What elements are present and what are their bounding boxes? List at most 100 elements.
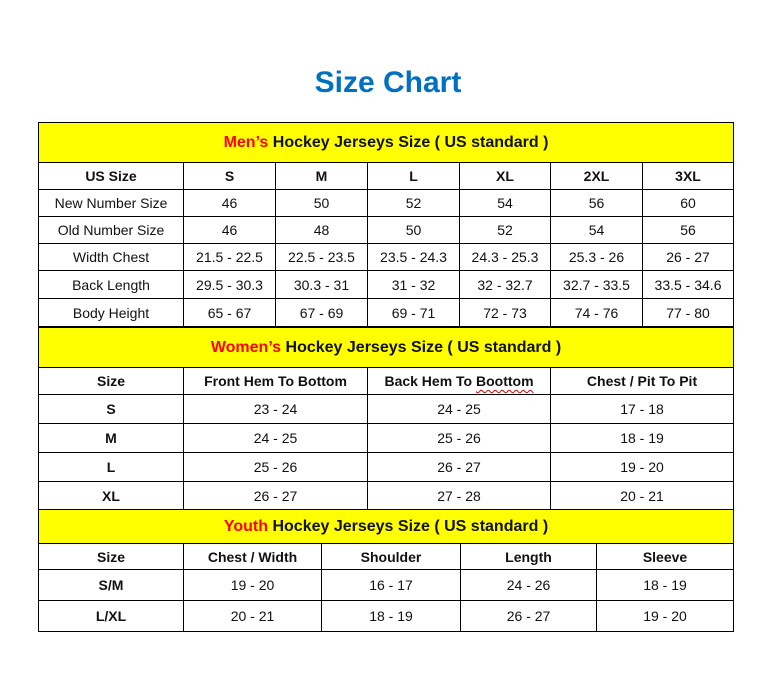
row-label: XL bbox=[38, 481, 184, 510]
women-header-row: Size Front Hem To Bottom Back Hem To Boott… bbox=[38, 367, 735, 395]
table-cell: 65 - 67 bbox=[183, 298, 276, 327]
table-cell: 56 bbox=[641, 216, 735, 244]
table-cell: 27 - 28 bbox=[367, 481, 551, 510]
table-cell: 52 bbox=[367, 189, 460, 217]
column-header: Shoulder bbox=[321, 543, 461, 570]
table-cell: 54 bbox=[550, 216, 643, 244]
table-cell: 18 - 19 bbox=[321, 600, 461, 632]
column-header: 3XL bbox=[641, 162, 735, 190]
table-cell: 69 - 71 bbox=[367, 298, 460, 327]
row-label: Body Height bbox=[38, 298, 184, 327]
table-cell: 50 bbox=[367, 216, 460, 244]
table-cell: 20 - 21 bbox=[183, 600, 322, 632]
table-row: Body Height 65 - 67 67 - 69 69 - 71 72 - 73 7… bbox=[38, 298, 735, 327]
table-cell: 24 - 25 bbox=[367, 394, 551, 424]
banner-text: Hockey Jerseys Size ( US standard ) bbox=[281, 338, 562, 356]
table-cell: 25 - 26 bbox=[183, 452, 368, 482]
column-header: Chest / Pit To Pit bbox=[549, 367, 735, 395]
table-cell: 25.3 - 26 bbox=[550, 243, 643, 271]
column-header: 2XL bbox=[550, 162, 643, 190]
table-cell: 29.5 - 30.3 bbox=[183, 270, 276, 299]
table-cell: 74 - 76 bbox=[550, 298, 643, 327]
column-header-label: Chest / Pit To Pit bbox=[586, 373, 698, 389]
row-label: S/M bbox=[38, 569, 184, 601]
row-label: Old Number Size bbox=[38, 216, 184, 244]
table-cell: 23 - 24 bbox=[183, 394, 368, 424]
men-size-section: Men’s Hockey Jerseys Size ( US standard … bbox=[37, 122, 735, 327]
table-row: S 23 - 24 24 - 25 17 - 18 bbox=[38, 394, 735, 424]
column-header: L bbox=[367, 162, 460, 190]
youth-banner-row: Youth Hockey Jerseys Size ( US standard … bbox=[37, 509, 735, 544]
column-header-label: 2XL bbox=[583, 168, 610, 184]
table-cell: 19 - 20 bbox=[595, 600, 735, 632]
column-header-label: Chest / Width bbox=[207, 548, 298, 565]
women-size-table: Women’s Hockey Jerseys Size ( US standar… bbox=[37, 327, 735, 510]
women-banner: Women’s Hockey Jerseys Size ( US standar… bbox=[37, 327, 735, 368]
table-cell: 52 bbox=[459, 216, 551, 244]
table-cell: 77 - 80 bbox=[641, 298, 735, 327]
table-row: M 24 - 25 25 - 26 18 - 19 bbox=[38, 423, 735, 453]
table-cell: 24 - 25 bbox=[183, 423, 368, 453]
row-label: New Number Size bbox=[38, 189, 184, 217]
column-header: Size bbox=[38, 367, 184, 395]
table-row: Back Length 29.5 - 30.3 30.3 - 31 31 - 32 32… bbox=[38, 270, 735, 299]
table-cell: 26 - 27 bbox=[460, 600, 597, 632]
table-cell: 16 - 17 bbox=[321, 569, 461, 601]
table-cell: 18 - 19 bbox=[549, 423, 735, 453]
table-cell: 26 - 27 bbox=[183, 481, 368, 510]
table-cell: 20 - 21 bbox=[549, 481, 735, 510]
banner-accent-text: Youth bbox=[223, 517, 269, 535]
table-cell: 32 - 32.7 bbox=[459, 270, 551, 299]
column-header: M bbox=[275, 162, 368, 190]
column-header: Sleeve bbox=[595, 543, 735, 570]
column-header-label: Shoulder bbox=[360, 548, 422, 565]
row-label: S bbox=[38, 394, 184, 424]
table-cell: 50 bbox=[275, 189, 368, 217]
row-label: M bbox=[38, 423, 184, 453]
column-header: Back Hem To Boottom bbox=[367, 367, 551, 395]
table-cell: 19 - 20 bbox=[183, 569, 322, 601]
column-header: US Size bbox=[38, 162, 184, 190]
table-cell: 30.3 - 31 bbox=[275, 270, 368, 299]
table-cell: 54 bbox=[459, 189, 551, 217]
row-label: L/XL bbox=[38, 600, 184, 632]
table-cell: 31 - 32 bbox=[367, 270, 460, 299]
banner-text: Hockey Jerseys Size ( US standard ) bbox=[268, 517, 549, 535]
table-cell: 24.3 - 25.3 bbox=[459, 243, 551, 271]
column-header-label: Size bbox=[96, 373, 125, 389]
women-banner-row: Women’s Hockey Jerseys Size ( US standar… bbox=[37, 327, 735, 368]
men-banner-row: Men’s Hockey Jerseys Size ( US standard … bbox=[37, 122, 735, 163]
table-row: L/XL 20 - 21 18 - 19 26 - 27 19 - 20 bbox=[38, 600, 735, 632]
men-size-table: Men’s Hockey Jerseys Size ( US standard … bbox=[37, 122, 735, 327]
banner-accent-text: Women’s bbox=[210, 338, 282, 356]
table-row: XL 26 - 27 27 - 28 20 - 21 bbox=[38, 481, 735, 510]
banner-text: Hockey Jerseys Size ( US standard ) bbox=[268, 133, 549, 151]
table-cell: 23.5 - 24.3 bbox=[367, 243, 460, 271]
column-header-label: Back Hem To Boottom bbox=[384, 373, 534, 389]
table-cell: 24 - 26 bbox=[460, 569, 597, 601]
table-cell: 67 - 69 bbox=[275, 298, 368, 327]
spellcheck-underline: Boottom bbox=[476, 373, 534, 389]
banner-accent-text: Men’s bbox=[223, 133, 269, 151]
column-header: S bbox=[183, 162, 276, 190]
column-header-label: Sleeve bbox=[642, 548, 688, 565]
table-cell: 22.5 - 23.5 bbox=[275, 243, 368, 271]
column-header-label: Size bbox=[96, 548, 125, 565]
table-row: New Number Size 46 50 52 54 56 60 bbox=[38, 189, 735, 217]
table-cell: 21.5 - 22.5 bbox=[183, 243, 276, 271]
column-header-label: L bbox=[409, 168, 418, 184]
column-header-label: XL bbox=[496, 168, 514, 184]
table-row: Width Chest 21.5 - 22.5 22.5 - 23.5 23.5 - … bbox=[38, 243, 735, 271]
table-cell: 56 bbox=[550, 189, 643, 217]
column-header: Front Hem To Bottom bbox=[183, 367, 368, 395]
table-row: Old Number Size 46 48 50 52 54 56 bbox=[38, 216, 735, 244]
table-cell: 48 bbox=[275, 216, 368, 244]
men-header-row: US Size S M L XL 2XL 3XL bbox=[38, 162, 735, 190]
page-title: Size Chart bbox=[314, 66, 462, 99]
youth-header-row: Size Chest / Width Shoulder Length Sleeve bbox=[38, 543, 735, 570]
column-header-label: Front Hem To Bottom bbox=[204, 373, 347, 389]
table-cell: 32.7 - 33.5 bbox=[550, 270, 643, 299]
table-cell: 72 - 73 bbox=[459, 298, 551, 327]
table-row: S/M 19 - 20 16 - 17 24 - 26 18 - 19 bbox=[38, 569, 735, 601]
youth-banner: Youth Hockey Jerseys Size ( US standard … bbox=[37, 509, 735, 544]
